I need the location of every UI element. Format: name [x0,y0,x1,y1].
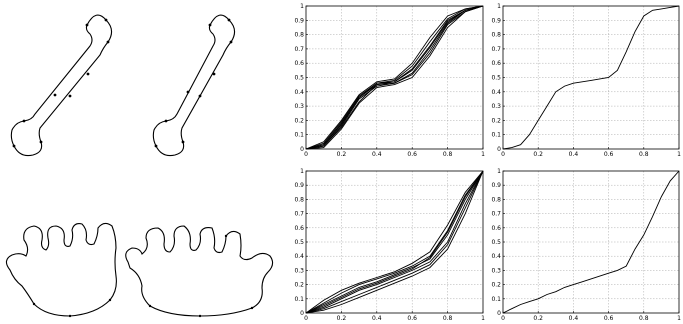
x-tick-label: 0.8 [443,315,453,322]
x-tick-label: 0.8 [639,315,649,322]
x-tick-label: 1 [677,315,681,322]
series-line-3 [305,170,484,314]
y-tick-label: 0.5 [294,75,304,82]
series-line-4 [305,5,484,150]
series-line-1 [305,5,484,150]
y-tick-label: 0.9 [294,17,304,24]
y-tick-label: 0.4 [294,89,304,96]
y-tick-label: 1 [497,168,501,175]
x-tick-label: 0.6 [604,315,614,322]
x-tick-label: 0.2 [337,315,347,322]
x-tick-label: 0 [501,315,505,322]
series-line-0 [305,170,484,314]
y-tick-label: 0 [497,146,501,153]
y-tick-label: 0.8 [491,196,501,203]
y-tick-label: 0.2 [294,282,304,289]
x-tick-label: 1 [481,151,485,158]
x-tick-label: 0.2 [533,151,543,158]
x-tick-label: 0.2 [337,151,347,158]
x-tick-label: 0.4 [372,315,382,322]
y-tick-label: 0.3 [491,267,501,274]
bone-shape-left-icon [10,14,113,157]
crown-shape-left-icon [5,222,117,318]
bone-shape-right-icon [152,14,236,157]
series-line-0 [502,170,680,314]
x-tick-label: 0.6 [407,151,417,158]
chart-bottom-right: 0 0.2 0.4 0.6 0.8 1 0 0.1 0.2 0.3 0.4 0.5 0.6 0.7 0.8 0… [491,168,681,322]
series-line-2 [305,170,484,314]
x-tick-label: 0.4 [569,315,579,322]
y-tick-label: 0.7 [491,211,501,218]
series-line-5 [305,170,484,314]
y-tick-label: 0.7 [491,46,501,53]
series-line-1 [305,170,484,314]
x-tick-label: 0.8 [639,151,649,158]
y-tick-label: 0.6 [294,60,304,67]
y-tick-label: 0 [300,146,304,153]
y-tick-label: 0.6 [491,60,501,67]
y-tick-label: 0.1 [491,132,501,139]
y-tick-label: 0.2 [491,282,501,289]
y-tick-label: 0.4 [491,253,501,260]
y-tick-label: 0.8 [294,196,304,203]
series-line-4 [305,170,484,314]
series-line-5 [305,5,484,150]
y-tick-label: 0.9 [294,182,304,189]
x-tick-label: 1 [677,151,681,158]
y-tick-label: 0.7 [294,211,304,218]
y-tick-label: 0 [497,310,501,317]
y-tick-label: 0.1 [294,132,304,139]
y-tick-label: 0.3 [294,267,304,274]
y-tick-label: 0.9 [491,17,501,24]
x-tick-label: 0.4 [372,151,382,158]
series-line-0 [502,5,680,150]
x-tick-label: 0 [304,151,308,158]
x-tick-label: 0.2 [533,315,543,322]
y-tick-label: 1 [497,3,501,10]
y-tick-label: 0.1 [491,296,501,303]
x-tick-label: 0.6 [407,315,417,322]
x-tick-label: 0.4 [569,151,579,158]
series-line-6 [305,5,484,150]
x-tick-label: 0 [501,151,505,158]
series-line-2 [305,5,484,150]
y-tick-label: 0 [300,310,304,317]
y-tick-label: 0.9 [491,182,501,189]
y-tick-label: 0.8 [491,32,501,39]
y-tick-label: 0.3 [294,103,304,110]
y-tick-label: 0.2 [294,117,304,124]
y-tick-label: 0.5 [294,239,304,246]
y-tick-label: 0.2 [491,117,501,124]
x-tick-label: 1 [481,315,485,322]
y-tick-label: 0.4 [294,253,304,260]
y-tick-label: 0.5 [491,75,501,82]
y-tick-label: 0.6 [294,225,304,232]
x-tick-label: 0.6 [604,151,614,158]
y-tick-label: 0.3 [491,103,501,110]
x-tick-label: 0 [304,315,308,322]
chart-top-left: 0 0.2 0.4 0.6 0.8 1 0 0.1 0.2 0.3 0.4 0.5 0.6 0.7 0.8 0… [294,3,485,158]
series-line-6 [305,170,484,314]
y-tick-label: 0.4 [491,89,501,96]
y-tick-label: 1 [300,3,304,10]
crown-shape-right-icon [125,225,274,318]
y-tick-label: 0.7 [294,46,304,53]
y-tick-label: 0.8 [294,32,304,39]
x-tick-label: 0.8 [443,151,453,158]
y-tick-label: 0.1 [294,296,304,303]
chart-bottom-left: 0 0.2 0.4 0.6 0.8 1 0 0.1 0.2 0.3 0.4 0.5 0.6 0.7 0.8 0… [294,168,485,322]
chart-top-right: 0 0.2 0.4 0.6 0.8 1 0 0.1 0.2 0.3 0.4 0.5 0.6 0.7 0.8 0… [491,3,681,158]
y-tick-label: 0.5 [491,239,501,246]
y-tick-label: 0.6 [491,225,501,232]
y-tick-label: 1 [300,168,304,175]
